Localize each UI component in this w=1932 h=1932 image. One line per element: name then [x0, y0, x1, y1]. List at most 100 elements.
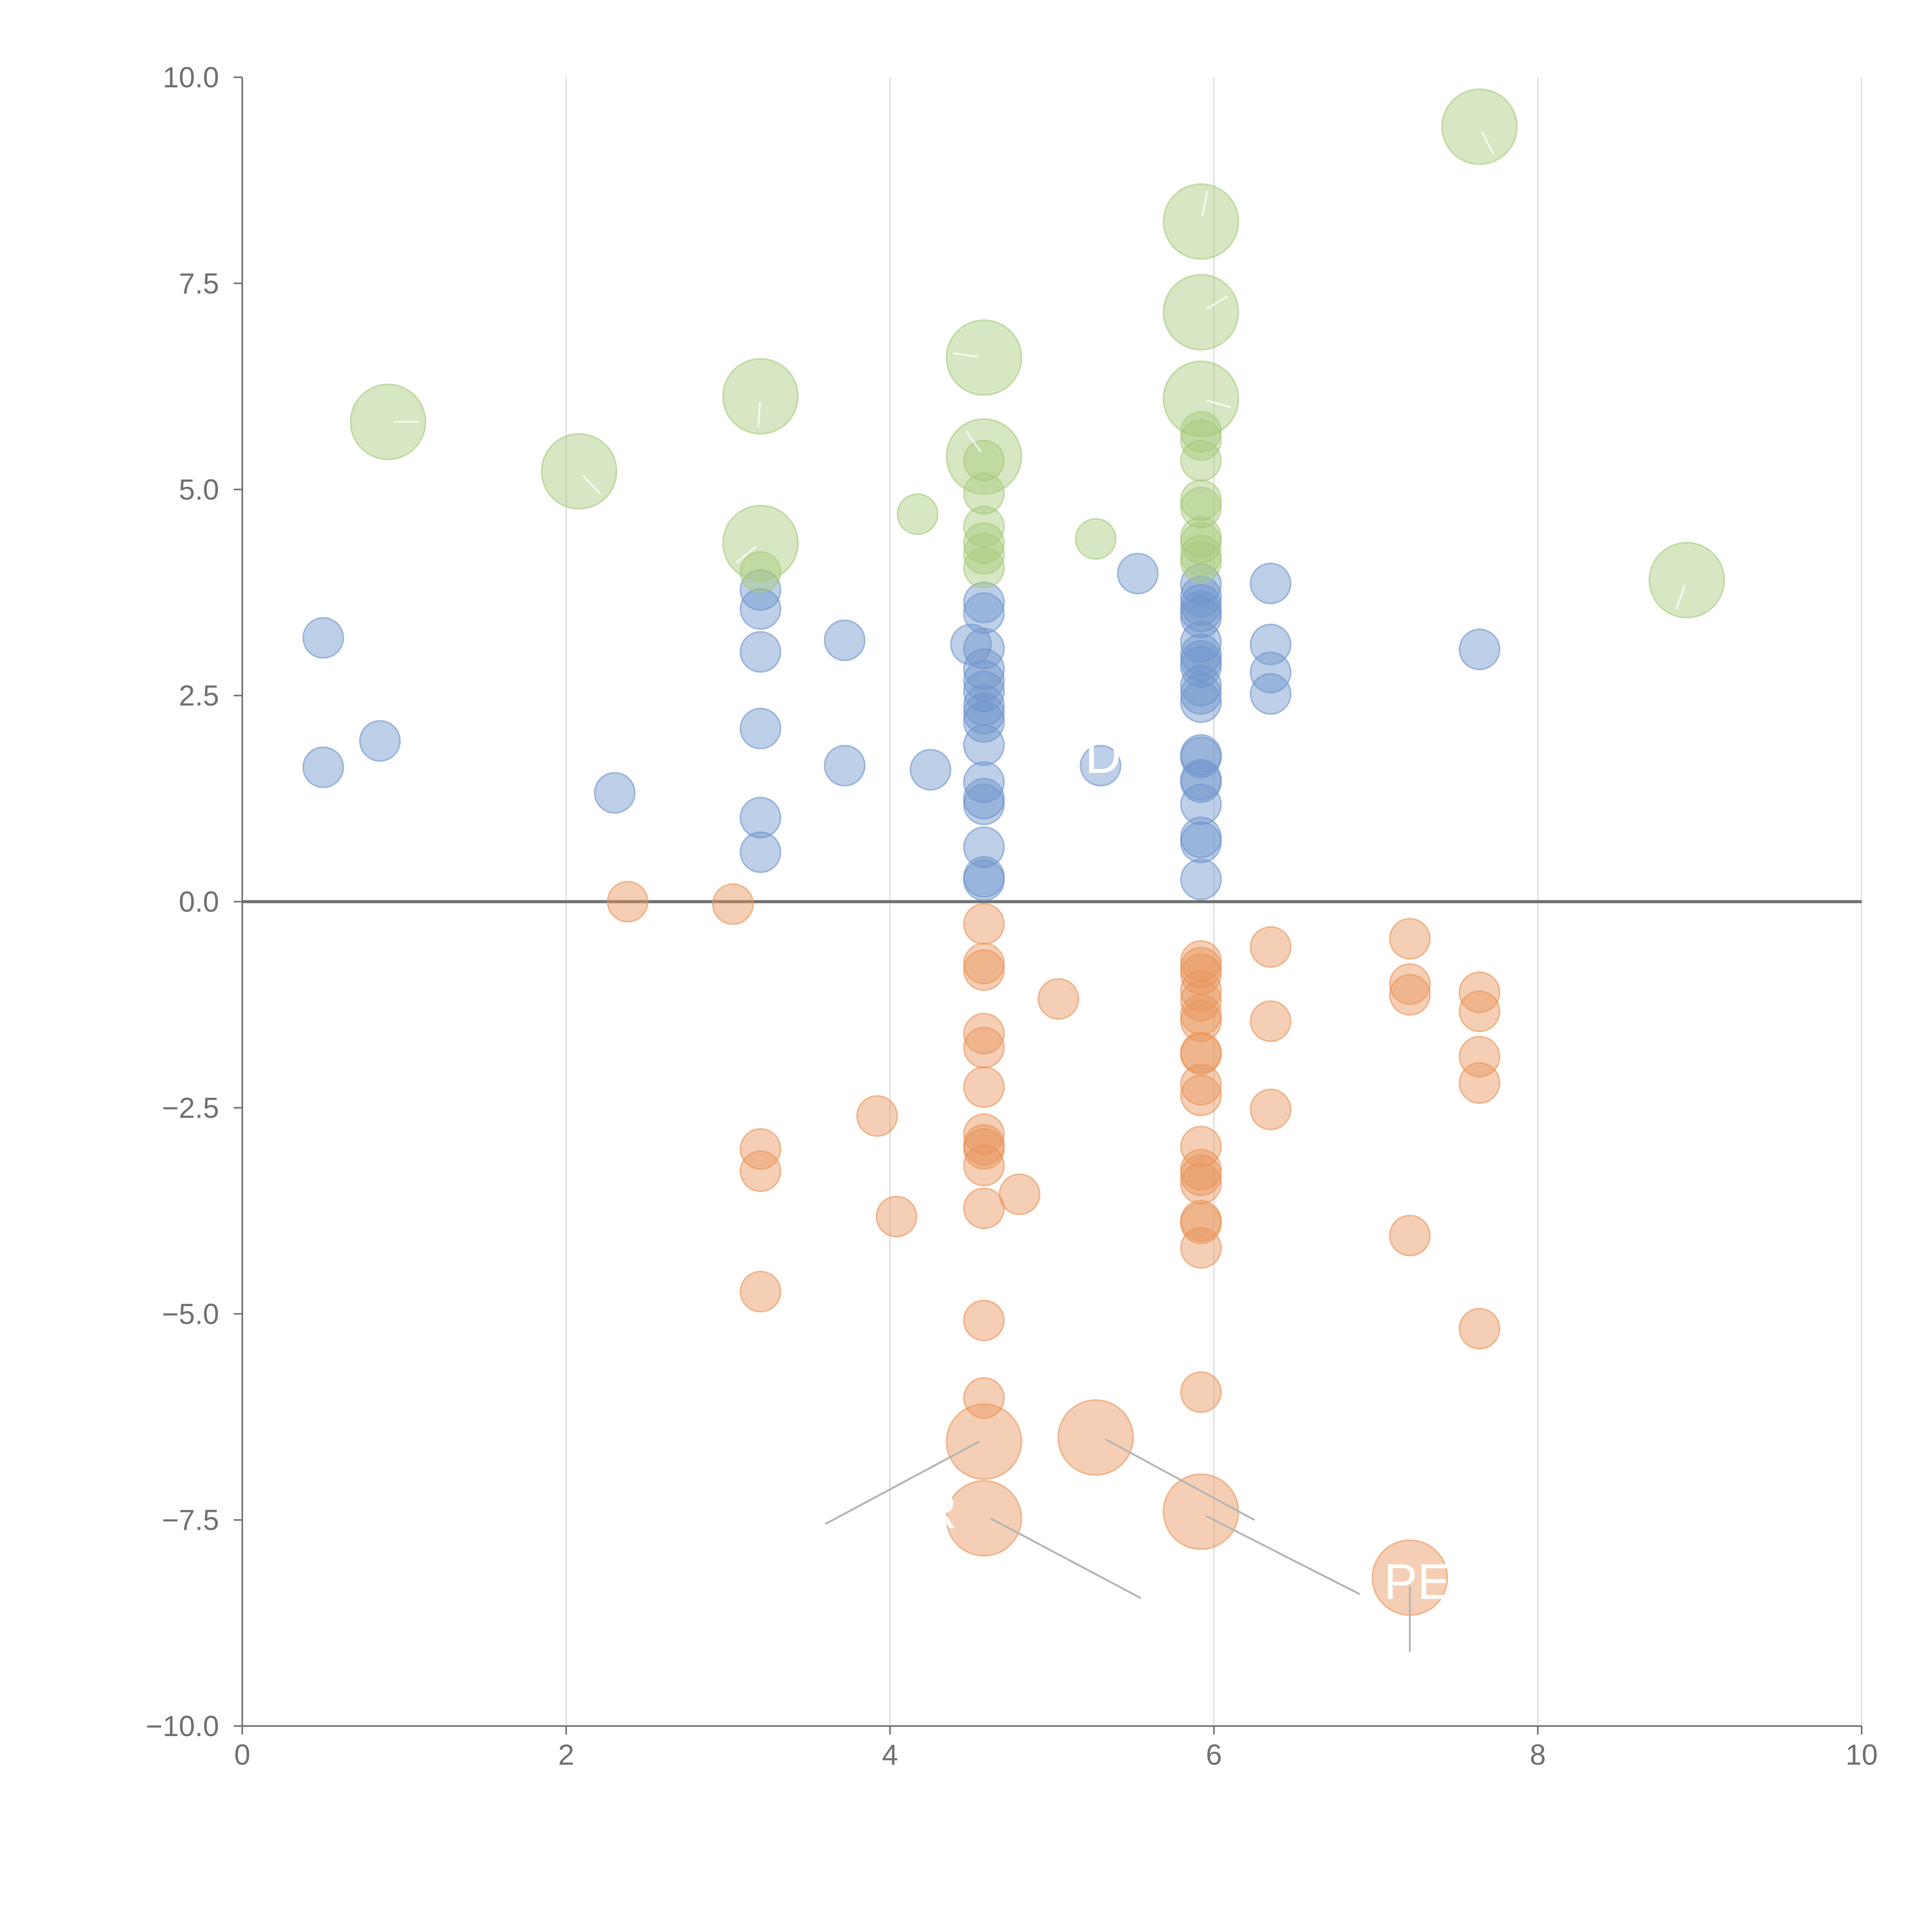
- y-tick-label: 5.0: [179, 473, 219, 506]
- orange-point: [1180, 969, 1222, 1012]
- orange-point: [1180, 1126, 1222, 1168]
- blue-point: [963, 693, 1005, 735]
- orange-point: [963, 1299, 1005, 1342]
- y-tick-label: 0.0: [179, 886, 219, 918]
- orange-point: [963, 1027, 1005, 1069]
- orange-point: [1180, 1202, 1222, 1244]
- orange-point: [963, 1066, 1005, 1108]
- orange-point: [1250, 1088, 1292, 1131]
- annotation-tick: [1205, 296, 1228, 310]
- blue-point: [1250, 562, 1292, 604]
- blue-point: [594, 772, 636, 814]
- blue-point: [740, 588, 782, 630]
- green-annotated-point: [1441, 88, 1518, 165]
- orange-point: [1458, 1062, 1500, 1104]
- blue-point: [824, 619, 866, 662]
- orange-point: [712, 883, 754, 925]
- orange-point: [998, 1173, 1041, 1215]
- orange-point: [963, 1377, 1005, 1419]
- y-tick-label: −10.0: [146, 1710, 219, 1742]
- orange-point: [740, 1128, 782, 1170]
- blue-point: [1180, 858, 1222, 900]
- green-point: [896, 493, 939, 535]
- blue-point: [1180, 590, 1222, 633]
- y-tick-label: −5.0: [162, 1298, 219, 1330]
- green-annotated-point: [541, 433, 617, 510]
- orange-point: [1389, 1214, 1431, 1257]
- blue-point: [963, 724, 1005, 766]
- annotation-leader-line: [825, 1440, 980, 1525]
- annotation-tick: [582, 475, 601, 495]
- green-point: [1180, 541, 1222, 583]
- blue-point: [740, 707, 782, 750]
- annotation-label-d: D: [1085, 727, 1121, 784]
- blue-point: [1180, 783, 1222, 825]
- orange-point: [1180, 1163, 1222, 1205]
- annotation-tick: [965, 430, 981, 452]
- green-point: [1180, 411, 1222, 453]
- x-tick-label: 4: [882, 1738, 898, 1771]
- orange-point: [963, 1012, 1005, 1054]
- green-point: [740, 551, 782, 593]
- annotation-tick: [1675, 585, 1686, 610]
- x-tick-label: 2: [558, 1738, 574, 1771]
- orange-point: [1180, 1074, 1222, 1116]
- orange-point: [963, 1128, 1005, 1170]
- green-annotated-point: [1163, 274, 1240, 351]
- blue-point: [740, 831, 782, 873]
- orange-point: [963, 903, 1005, 945]
- orange-point: [1180, 1227, 1222, 1269]
- annotation-tick: [953, 352, 978, 358]
- blue-point: [1458, 628, 1500, 670]
- blue-point: [302, 746, 344, 788]
- orange-annotated-point: [946, 1403, 1022, 1480]
- blue-point: [740, 631, 782, 673]
- blue-point: [963, 701, 1005, 743]
- orange-point: [963, 1145, 1005, 1187]
- x-tick-label: 10: [1845, 1738, 1878, 1771]
- orange-point: [1180, 1371, 1222, 1413]
- blue-point: [824, 745, 866, 787]
- green-annotated-point: [1163, 361, 1240, 437]
- green-point: [1180, 440, 1222, 482]
- orange-point: [1180, 1148, 1222, 1190]
- blue-point: [1250, 673, 1292, 715]
- blue-point: [1180, 673, 1222, 715]
- blue-point: [910, 749, 952, 791]
- green-annotated-point: [946, 319, 1022, 396]
- blue-point: [963, 648, 1005, 690]
- blue-point: [1117, 553, 1159, 595]
- blue-point: [963, 592, 1005, 634]
- blue-point: [1250, 651, 1292, 694]
- x-tick-label: 6: [1206, 1738, 1222, 1771]
- orange-point: [963, 1187, 1005, 1230]
- annotation-leader-line: [990, 1517, 1142, 1599]
- green-point: [963, 547, 1005, 589]
- blue-point: [963, 826, 1005, 868]
- green-annotated-point: [1648, 542, 1725, 619]
- orange-point: [963, 1113, 1005, 1155]
- annotation-leaders: [825, 1438, 1411, 1652]
- blue-point: [740, 796, 782, 838]
- orange-point: [1458, 1036, 1500, 1078]
- blue-point: [963, 777, 1005, 820]
- y-tick-label: 10.0: [163, 61, 219, 94]
- annotation-tick: [1481, 131, 1495, 155]
- orange-point: [1250, 926, 1292, 968]
- orange-point: [1458, 1308, 1500, 1350]
- green-annotated-point: [946, 418, 1022, 495]
- y-tick-label: 7.5: [179, 267, 219, 299]
- orange-point: [1037, 978, 1080, 1020]
- green-point: [963, 440, 1005, 482]
- annotation-leader-line: [1105, 1438, 1255, 1521]
- y-tick-label: −2.5: [162, 1092, 219, 1124]
- orange-point: [1250, 1000, 1292, 1042]
- x-tick-label: 8: [1530, 1738, 1546, 1771]
- orange-point: [1389, 974, 1431, 1016]
- orange-annotated-point: [1057, 1399, 1134, 1476]
- blue-point: [1180, 621, 1222, 663]
- blue-point: [302, 617, 344, 659]
- blue-point: [359, 720, 401, 762]
- orange-point: [740, 1150, 782, 1192]
- annotation-label-pec: PEC: [1384, 1553, 1487, 1610]
